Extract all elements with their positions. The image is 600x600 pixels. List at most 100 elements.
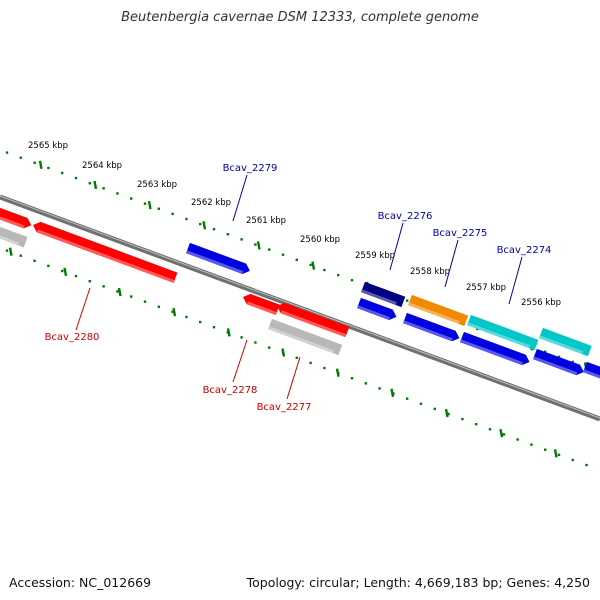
scale-dot [461, 417, 464, 421]
major-tick [172, 307, 177, 317]
gene-shadow [246, 301, 277, 315]
scale-dot [199, 320, 202, 324]
scale-dot [254, 243, 257, 246]
label-leader-line [286, 356, 301, 400]
genome-backbone-highlight [0, 195, 600, 419]
scale-dot [447, 412, 450, 416]
gene-bar [460, 331, 530, 366]
scale-dot [19, 254, 22, 257]
scale-dot [226, 233, 229, 236]
scale-label: 2556 kbp [521, 298, 561, 308]
gene-body [583, 361, 600, 381]
scale-dot [130, 197, 133, 200]
gene-body [533, 348, 584, 376]
scale-dot [212, 227, 216, 231]
scale-dot [185, 217, 188, 221]
scale-dot [295, 356, 298, 360]
major-tick [311, 261, 316, 270]
scale-dot [171, 310, 174, 314]
gene-bar [533, 348, 584, 376]
scale-dot [47, 264, 50, 268]
scale-dot [130, 295, 133, 298]
gene-bar [403, 312, 460, 342]
scale-dot [157, 305, 160, 308]
gene-body [0, 204, 32, 229]
scale-label: 2565 kbp [28, 141, 68, 151]
gene-shadow [533, 356, 578, 376]
scale-dot [88, 280, 91, 283]
scale-dot [530, 443, 533, 446]
gene-shadow [0, 212, 25, 229]
gene-bar-bcav-2276 [361, 281, 406, 308]
scale-dot [475, 422, 478, 426]
lower-scale-ticks [8, 247, 558, 458]
backbone-layer [0, 194, 600, 422]
scale-dot [281, 253, 285, 256]
gene-bar [583, 361, 600, 381]
scale-label: 2564 kbp [82, 161, 122, 171]
scale-dot [171, 212, 174, 216]
gene-body [361, 281, 406, 308]
scale-dot [61, 269, 64, 273]
major-tick [63, 267, 68, 277]
scale-dot [502, 433, 505, 436]
scale-dot [309, 263, 312, 267]
scale-dot [240, 336, 243, 339]
scale-dot [102, 187, 105, 190]
gene-label-bcav-2280: Bcav_2280 [45, 332, 100, 343]
scale-dot [240, 238, 243, 241]
scale-label: 2557 kbp [466, 283, 506, 293]
scale-label: 2558 kbp [410, 267, 450, 277]
scale-dot [557, 453, 561, 457]
scale-dot [571, 458, 574, 462]
gene-body [0, 223, 28, 248]
label-leader-line [75, 287, 91, 331]
label-leader-line [444, 239, 459, 288]
scale-label: 2562 kbp [191, 198, 231, 208]
gene-shadow [408, 302, 460, 324]
scale-dot [102, 285, 105, 288]
gene-label-bcav-2274: Bcav_2274 [497, 245, 552, 256]
scale-dot [571, 360, 574, 364]
gene-label-bcav-2276: Bcav_2276 [378, 211, 433, 222]
scale-dot [585, 463, 588, 467]
gene-body [33, 221, 178, 283]
scale-dot [557, 355, 561, 359]
gene-body [277, 302, 350, 338]
accession-text: Accession: NC_012669 [9, 575, 152, 590]
scale-dot [323, 268, 326, 272]
scale-dot [350, 279, 354, 282]
map-title: Beutenbergia cavernae DSM 12333, complet… [121, 10, 479, 25]
label-leader-line [232, 174, 248, 222]
rna-bar-bcav-2274 [467, 314, 539, 351]
gene-shadow [361, 289, 397, 305]
scale-dot [309, 361, 312, 365]
major-tick [117, 287, 122, 297]
scale-dot [88, 182, 91, 185]
scale-dot [406, 397, 409, 400]
scale-dot [74, 176, 78, 180]
gene-layer [0, 204, 600, 381]
gene-body [408, 294, 469, 326]
scale-dot [33, 161, 36, 165]
scale-label: 2561 kbp [246, 216, 286, 226]
gene-shadow [268, 326, 334, 354]
scale-dot [516, 438, 519, 441]
major-tick [444, 408, 449, 418]
gene-label-bcav-2279: Bcav_2279 [223, 163, 278, 174]
scale-dot [433, 407, 436, 411]
scale-layer: 2565 kbp 2564 kbp 2563 kbp 2562 kbp 2561 kbp… [5, 141, 588, 467]
scale-dot [5, 151, 9, 154]
gene-shadow [0, 231, 20, 246]
gene-shadow [460, 339, 524, 366]
gene-shadow [357, 305, 391, 320]
major-tick [335, 368, 340, 377]
scale-dot [143, 300, 147, 303]
scale-dot [157, 207, 160, 210]
scale-dot [33, 259, 36, 263]
major-tick [93, 180, 98, 190]
gene-shadow [280, 310, 347, 338]
scale-dot [74, 274, 78, 278]
